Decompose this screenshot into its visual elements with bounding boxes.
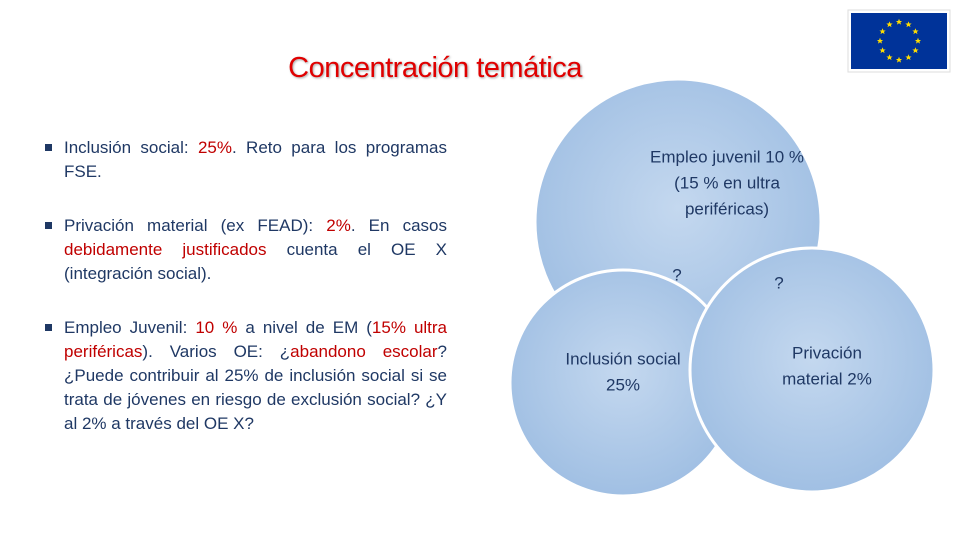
text-run: 15% ultra periféricas — [64, 318, 448, 361]
text-run: ? ¿Puede contribuir al 25% de inclusión … — [64, 342, 447, 433]
text-run: . Reto para los programas FSE. — [64, 138, 447, 181]
circle-right — [688, 246, 936, 494]
bullet: Empleo Juvenil: 10 % a nivel de EM (15% … — [45, 316, 447, 436]
venn-label: material 2% — [782, 369, 872, 388]
text-run: 2% — [326, 216, 351, 235]
venn-label: (15 % en ultra — [674, 173, 780, 192]
text-run: . En casos — [350, 216, 447, 235]
text-run: Privación material (ex FEAD): — [64, 216, 327, 235]
text-run: 25% — [197, 138, 232, 157]
venn-label: Inclusión social — [565, 349, 680, 368]
bullet-marker — [45, 222, 52, 229]
venn-label: 25% — [606, 375, 640, 394]
bullet: Privación material (ex FEAD): 2%. En cas… — [45, 214, 447, 286]
venn-label: Privación — [792, 343, 862, 362]
text-run: Empleo Juvenil: — [64, 318, 196, 337]
venn-label: periféricas) — [685, 199, 769, 218]
text-run: a nivel de EM ( — [237, 318, 372, 337]
overlap-label: ? — [774, 273, 783, 292]
text-run: abandono escolar — [290, 342, 438, 361]
bullet: Inclusión social: 25%. Reto para los pro… — [45, 136, 447, 184]
eu-flag — [847, 9, 951, 73]
bullet-marker — [45, 324, 52, 331]
text-run: debidamente justificados — [64, 240, 267, 259]
text-run: ). Varios OE: ¿ — [142, 342, 291, 361]
overlap-label: ? — [672, 265, 681, 284]
text-run: cuenta el OE X (integración social). — [64, 240, 447, 283]
text-run: 10 % — [195, 318, 238, 337]
bullet-marker — [45, 144, 52, 151]
slide-title: Concentración temática — [288, 52, 582, 84]
text-run: Inclusión social: — [64, 138, 198, 157]
venn-label: Empleo juvenil 10 % — [650, 147, 804, 166]
bullet-list: Inclusión social: 25%. Reto para los pro… — [45, 136, 447, 466]
